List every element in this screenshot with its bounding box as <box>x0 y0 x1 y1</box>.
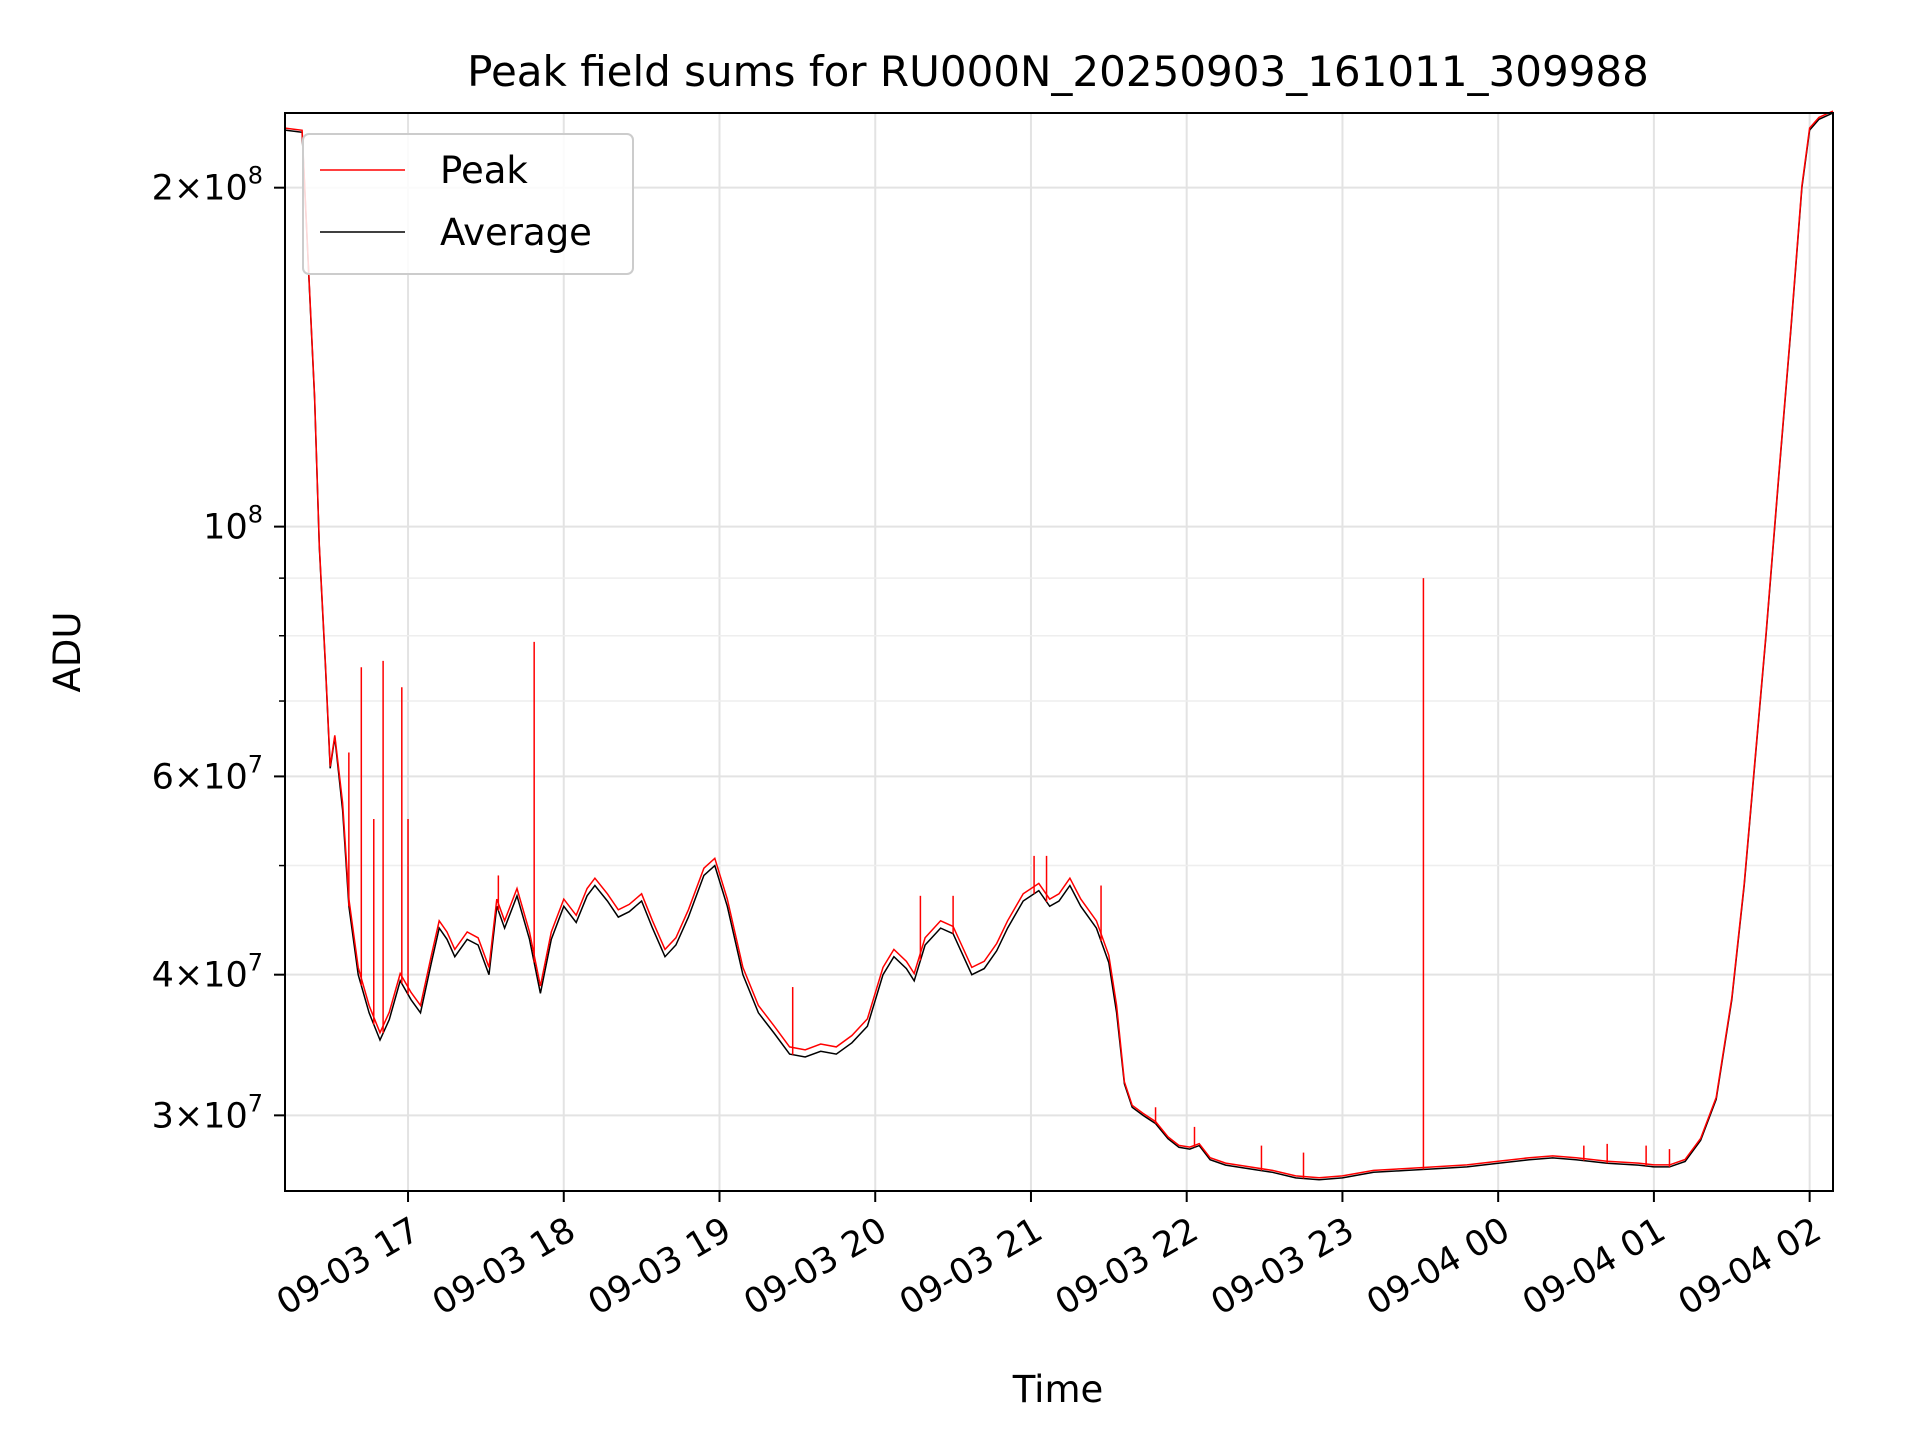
x-tick-label: 09-04 01 <box>1516 1210 1672 1323</box>
x-axis-label: Time <box>1012 1368 1104 1411</box>
y-axis-label: ADU <box>46 612 89 693</box>
series-average <box>284 112 1834 1181</box>
x-tick-label: 09-04 00 <box>1360 1210 1516 1323</box>
y-tick-label: 4×107 <box>152 949 263 996</box>
legend-average-label: Average <box>440 211 592 254</box>
legend-box <box>302 133 634 275</box>
x-tick-label: 09-03 18 <box>426 1210 582 1323</box>
x-tick-label: 09-03 17 <box>270 1210 426 1323</box>
y-tick-label: 6×107 <box>152 750 263 797</box>
plot-frame <box>284 112 1834 1192</box>
x-tick-label: 09-04 02 <box>1672 1210 1828 1323</box>
x-axis: 09-03 17 09-03 18 09-03 19 09-03 20 09-03 21… <box>270 1191 1828 1323</box>
average-line <box>284 112 1834 1181</box>
chart-title: Peak field sums for RU000N_20250903_1610… <box>467 47 1649 96</box>
y-tick-label: 2×108 <box>152 162 263 209</box>
x-tick-label: 09-03 20 <box>737 1210 893 1323</box>
legend: Peak Average <box>302 133 634 275</box>
x-tick-label: 09-03 22 <box>1049 1210 1205 1323</box>
x-tick-label: 09-03 19 <box>582 1210 738 1323</box>
legend-peak-label: Peak <box>440 149 528 192</box>
y-axis: 3×107 4×107 6×107 108 2×108 <box>152 162 285 1136</box>
x-tick-label: 09-03 23 <box>1205 1210 1361 1323</box>
y-tick-label: 3×107 <box>152 1089 263 1136</box>
x-tick-label: 09-03 21 <box>893 1210 1049 1323</box>
y-tick-label: 108 <box>203 501 263 548</box>
peak-line <box>284 110 1834 1179</box>
series-peak <box>284 110 1834 1179</box>
